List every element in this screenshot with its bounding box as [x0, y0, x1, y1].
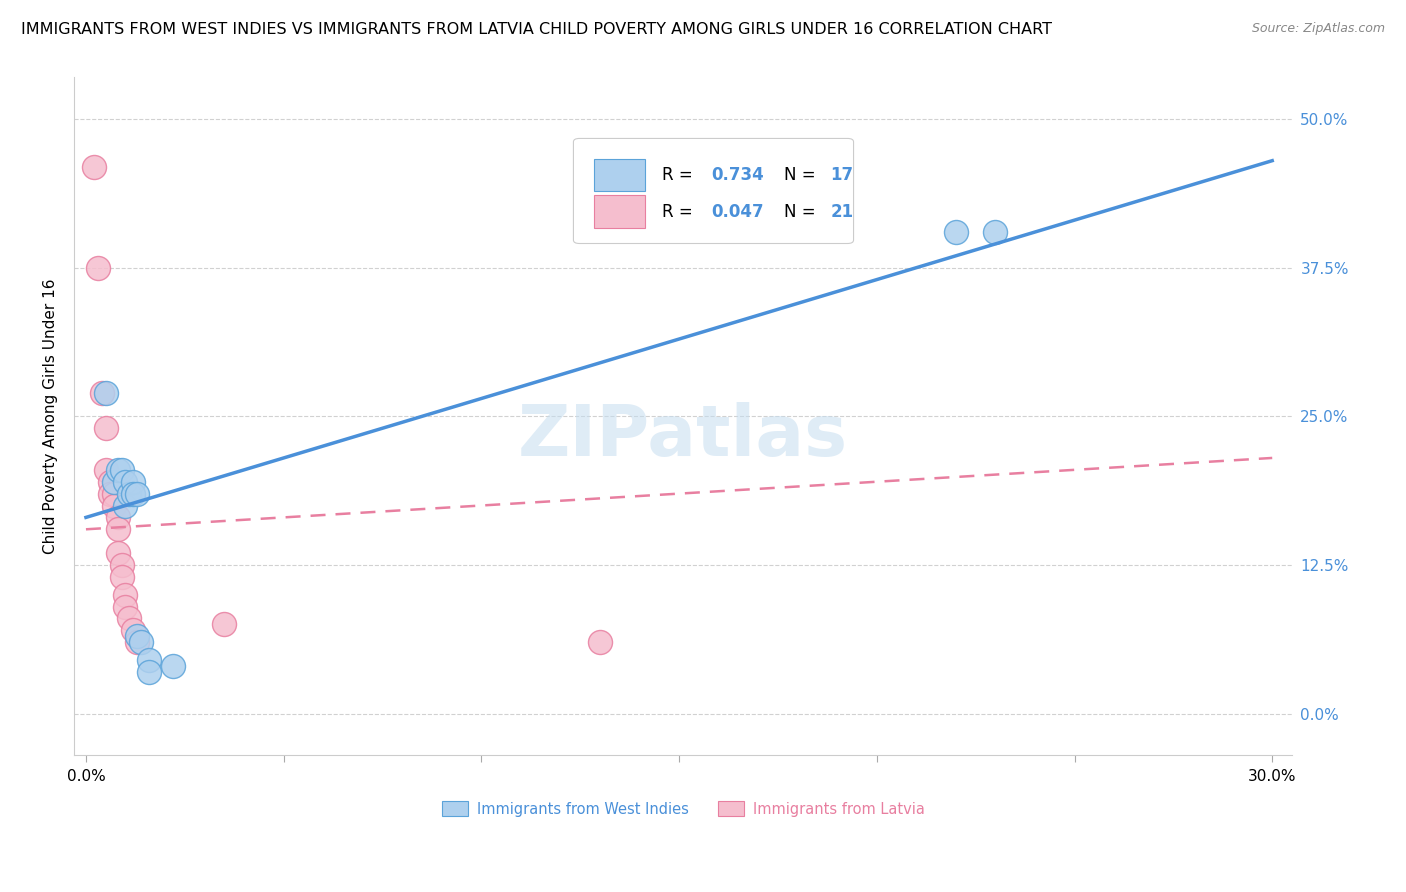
Point — [214, 617, 236, 632]
Point — [98, 475, 121, 489]
Point — [114, 499, 136, 513]
Point — [87, 260, 110, 275]
FancyBboxPatch shape — [595, 159, 645, 191]
Point — [90, 385, 112, 400]
Point — [98, 486, 121, 500]
Point — [127, 635, 149, 649]
Point — [138, 665, 160, 679]
Point — [110, 570, 132, 584]
Point — [589, 635, 612, 649]
Point — [110, 558, 132, 572]
Point — [94, 385, 117, 400]
Text: R =: R = — [662, 166, 699, 184]
Point — [127, 629, 149, 643]
Point — [94, 463, 117, 477]
Text: ZIPatlas: ZIPatlas — [517, 402, 848, 471]
Point — [118, 611, 141, 625]
Legend: Immigrants from West Indies, Immigrants from Latvia: Immigrants from West Indies, Immigrants … — [436, 796, 931, 822]
Point — [162, 659, 184, 673]
Point — [94, 421, 117, 435]
FancyBboxPatch shape — [574, 138, 853, 244]
Point — [945, 225, 967, 239]
Text: R =: R = — [662, 202, 699, 220]
Point — [122, 486, 145, 500]
Text: 17: 17 — [831, 166, 853, 184]
Point — [118, 486, 141, 500]
Point — [131, 635, 153, 649]
FancyBboxPatch shape — [595, 195, 645, 228]
Point — [984, 225, 1007, 239]
Point — [107, 463, 129, 477]
Point — [114, 599, 136, 614]
Point — [103, 499, 125, 513]
Point — [138, 653, 160, 667]
Text: IMMIGRANTS FROM WEST INDIES VS IMMIGRANTS FROM LATVIA CHILD POVERTY AMONG GIRLS : IMMIGRANTS FROM WEST INDIES VS IMMIGRANT… — [21, 22, 1052, 37]
Point — [114, 588, 136, 602]
Point — [103, 475, 125, 489]
Point — [107, 510, 129, 524]
Text: 0.047: 0.047 — [711, 202, 763, 220]
Text: 0.734: 0.734 — [711, 166, 763, 184]
Point — [114, 475, 136, 489]
Y-axis label: Child Poverty Among Girls Under 16: Child Poverty Among Girls Under 16 — [44, 278, 58, 554]
Point — [110, 463, 132, 477]
Point — [103, 486, 125, 500]
Point — [122, 624, 145, 638]
Point — [107, 546, 129, 560]
Text: N =: N = — [785, 202, 821, 220]
Point — [122, 475, 145, 489]
Point — [83, 160, 105, 174]
Point — [107, 522, 129, 536]
Text: Source: ZipAtlas.com: Source: ZipAtlas.com — [1251, 22, 1385, 36]
Point — [127, 486, 149, 500]
Text: 21: 21 — [831, 202, 853, 220]
Text: N =: N = — [785, 166, 821, 184]
